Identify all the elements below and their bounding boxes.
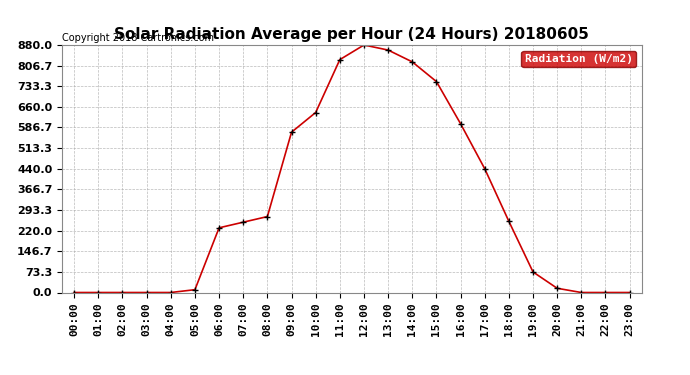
Legend: Radiation (W/m2): Radiation (W/m2) — [522, 51, 636, 67]
Text: Copyright 2018 Cartronics.com: Copyright 2018 Cartronics.com — [62, 33, 214, 42]
Title: Solar Radiation Average per Hour (24 Hours) 20180605: Solar Radiation Average per Hour (24 Hou… — [115, 27, 589, 42]
